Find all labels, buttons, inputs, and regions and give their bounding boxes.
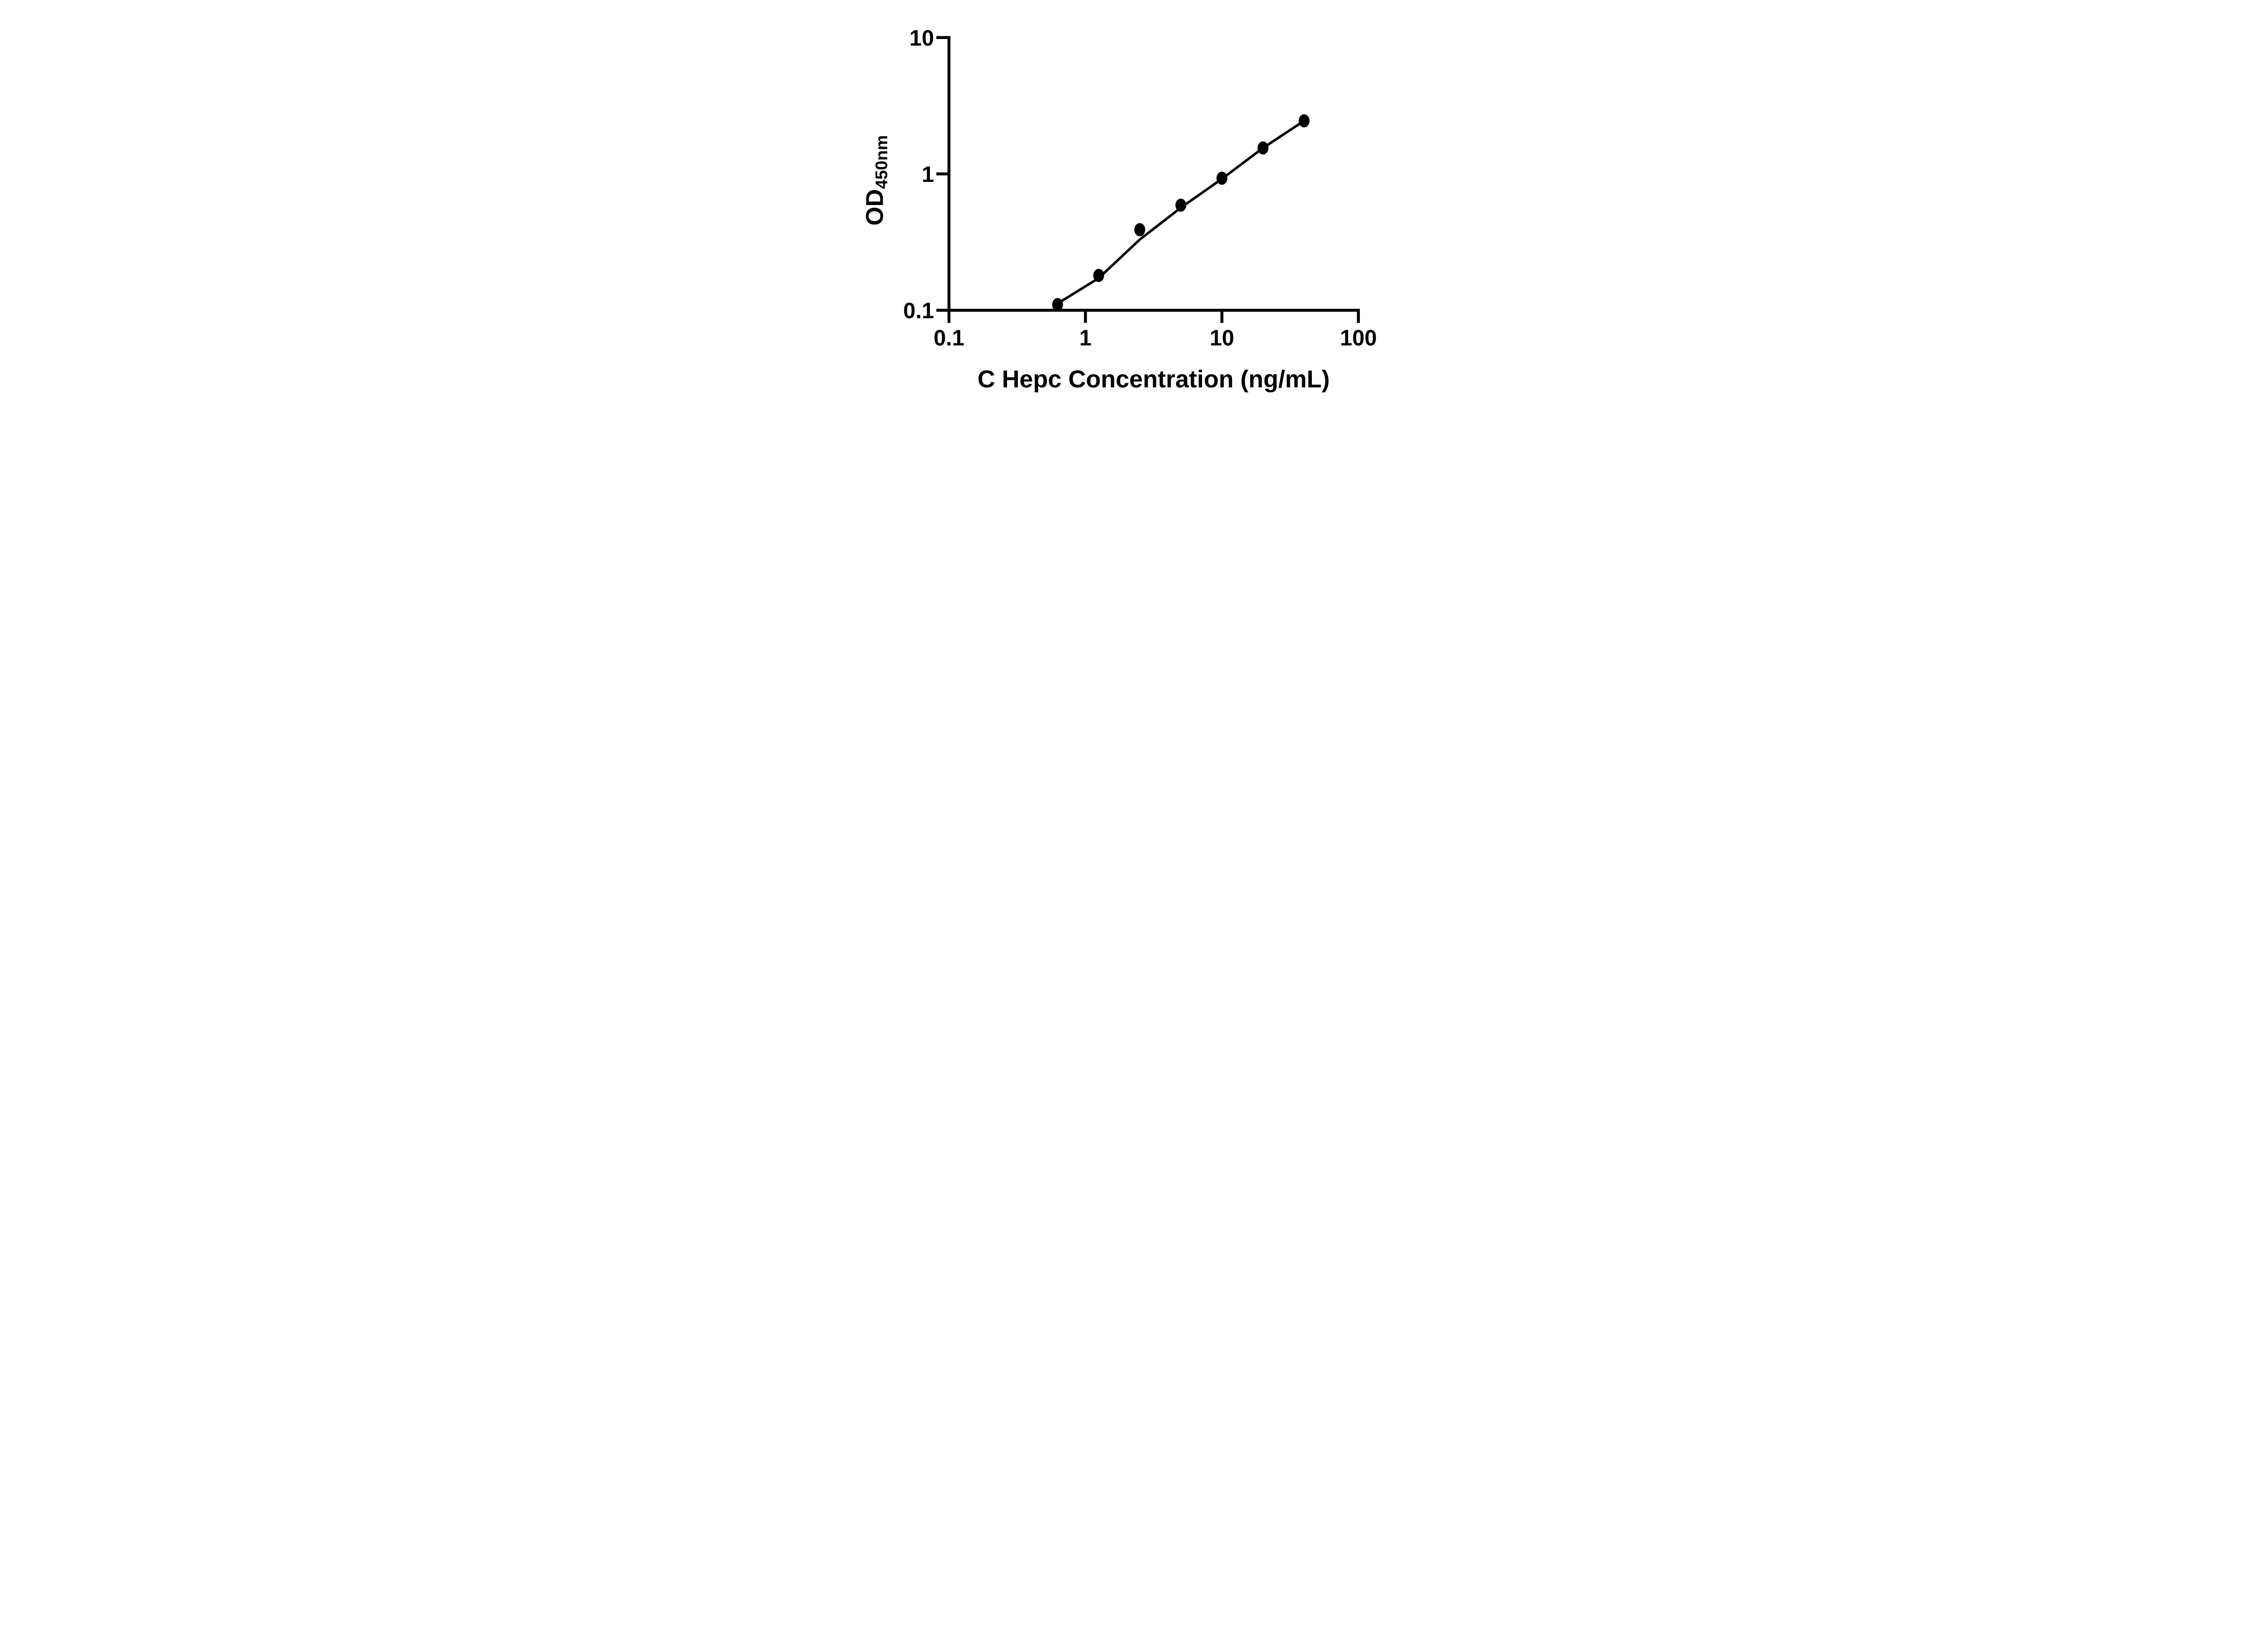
data-point xyxy=(1134,223,1145,236)
elisa-standard-curve-figure: 0.1 1 10 0.1 1 10 100 C Hepc Concentration (n… xyxy=(848,0,1420,409)
y-axis-ticks xyxy=(936,36,948,312)
x-tick-label: 0.1 xyxy=(934,326,964,351)
y-tick-label: 0.1 xyxy=(903,299,934,323)
data-point xyxy=(1052,298,1063,312)
chart-canvas: 0.1 1 10 0.1 1 10 100 C Hepc Concentration (n… xyxy=(848,0,1420,409)
data-point xyxy=(1093,269,1105,282)
x-tick-label: 100 xyxy=(1340,326,1377,351)
x-axis-tick-labels: 0.1 1 10 100 xyxy=(934,326,1377,351)
y-axis-title-main: OD xyxy=(861,189,889,226)
data-points xyxy=(1052,114,1310,312)
x-axis-ticks xyxy=(947,312,1360,323)
y-tick-label: 10 xyxy=(909,26,934,50)
y-axis-tick-labels: 0.1 1 10 xyxy=(903,26,934,323)
y-tick-label: 1 xyxy=(922,162,934,187)
x-axis: 0.1 1 10 100 xyxy=(934,308,1377,351)
data-point xyxy=(1257,141,1269,155)
x-tick-label: 10 xyxy=(1210,326,1234,351)
x-axis-title: C Hepc Concentration (ng/mL) xyxy=(978,366,1330,393)
y-axis-title-subscript: 450nm xyxy=(872,135,891,189)
data-point xyxy=(1175,198,1187,212)
y-axis-title: OD450nm xyxy=(861,135,891,225)
y-axis: 0.1 1 10 xyxy=(903,26,951,323)
data-point xyxy=(1216,171,1227,185)
x-tick-label: 1 xyxy=(1079,326,1091,351)
data-point xyxy=(1298,114,1310,127)
